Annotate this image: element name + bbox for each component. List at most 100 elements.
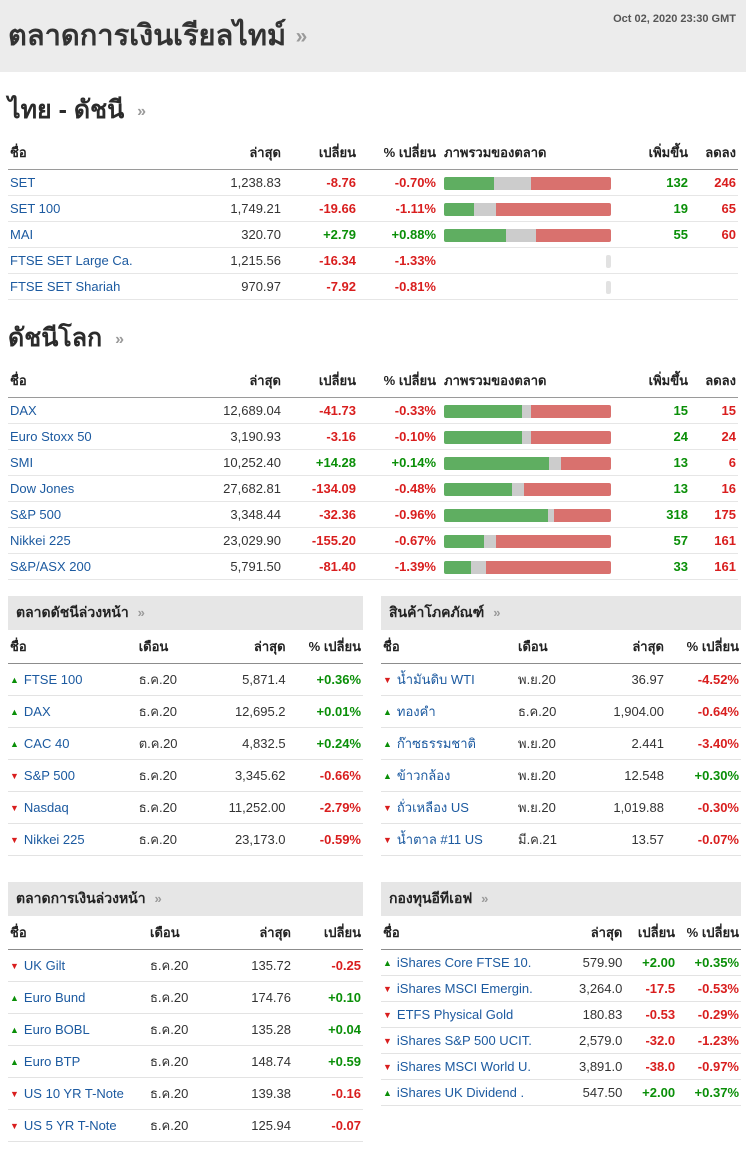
direction-arrow-icon: ▲: [383, 771, 392, 781]
index-futures-title-link[interactable]: ตลาดดัชนีล่วงหน้า: [16, 604, 129, 620]
direction-arrow-icon: ▼: [383, 803, 392, 813]
pct-change-value: -0.70%: [358, 169, 438, 196]
more-link-icon[interactable]: »: [481, 891, 489, 906]
instrument-link[interactable]: น้ำตาล #11 US: [396, 832, 483, 847]
table-row: ▲ Euro Bund ธ.ค.20 174.76 +0.10: [8, 981, 363, 1014]
direction-arrow-icon: ▼: [383, 1010, 392, 1020]
last-value: 320.70: [213, 221, 283, 248]
instrument-link[interactable]: S&P 500: [10, 507, 62, 522]
instrument-link[interactable]: US 5 YR T-Note: [23, 1118, 117, 1133]
last-value: 27,682.81: [213, 475, 283, 502]
more-link-icon[interactable]: »: [154, 891, 162, 906]
pct-change-value: -0.10%: [358, 423, 438, 450]
instrument-link[interactable]: S&P 500: [23, 768, 76, 783]
instrument-link[interactable]: ถั่วเหลือง US: [396, 800, 469, 815]
col-header-pct-change: % เปลี่ยน: [358, 136, 438, 170]
instrument-link[interactable]: iShares UK Dividend .: [396, 1085, 525, 1100]
col-header-decliners: ลดลง: [690, 136, 738, 170]
instrument-link[interactable]: MAI: [10, 227, 34, 242]
instrument-link[interactable]: Euro BOBL: [23, 1022, 90, 1037]
instrument-link[interactable]: FTSE SET Shariah: [10, 279, 121, 294]
direction-arrow-icon: ▲: [10, 739, 19, 749]
direction-arrow-icon: ▲: [10, 1057, 19, 1067]
pct-change-value: +0.24%: [287, 727, 363, 760]
instrument-link[interactable]: iShares S&P 500 UCIT.: [396, 1033, 532, 1048]
table-row: ▼ S&P 500 ธ.ค.20 3,345.62 -0.66%: [8, 759, 363, 792]
etfs-title-link[interactable]: กองทุนอีทีเอฟ: [389, 890, 473, 906]
instrument-link[interactable]: ทองคำ: [396, 704, 436, 719]
table-row: ▼ ETFS Physical Gold 180.83 -0.53 -0.29%: [381, 1001, 741, 1028]
month-value: ธ.ค.20: [136, 663, 200, 696]
month-value: ธ.ค.20: [136, 759, 200, 792]
direction-arrow-icon: ▲: [383, 707, 392, 717]
last-value: 2.441: [578, 727, 666, 760]
world-indices-title-link[interactable]: ดัชนีโลก: [8, 324, 103, 352]
table-row: Nikkei 225 23,029.90 -155.20 -0.67% 57 1…: [8, 527, 738, 554]
instrument-link[interactable]: Nikkei 225: [23, 832, 85, 847]
table-row: ▲ CAC 40 ต.ค.20 4,832.5 +0.24%: [8, 727, 363, 760]
table-row: SMI 10,252.40 +14.28 +0.14% 13 6: [8, 449, 738, 476]
commodities-title-link[interactable]: สินค้าโภคภัณฑ์: [389, 604, 485, 620]
instrument-link[interactable]: iShares MSCI Emergin.: [396, 981, 533, 996]
instrument-link[interactable]: S&P/ASX 200: [10, 559, 91, 574]
instrument-link[interactable]: iShares Core FTSE 10.: [396, 955, 532, 970]
instrument-link[interactable]: SET: [10, 175, 36, 190]
month-value: มี.ค.21: [516, 823, 578, 856]
instrument-link[interactable]: Nikkei 225: [10, 533, 71, 548]
market-overview-bar: [444, 482, 611, 496]
table-row: ▼ Nasdaq ธ.ค.20 11,252.00 -2.79%: [8, 791, 363, 824]
col-header-pct-change: % เปลี่ยน: [358, 364, 438, 398]
table-row: ▲ iShares Core FTSE 10. 579.90 +2.00 +0.3…: [381, 949, 741, 976]
instrument-link[interactable]: iShares MSCI World U.: [396, 1059, 532, 1074]
instrument-link[interactable]: ข้าวกล้อง: [396, 768, 451, 783]
instrument-link[interactable]: UK Gilt: [23, 958, 66, 973]
month-value: ธ.ค.20: [136, 823, 200, 856]
instrument-link[interactable]: Euro Bund: [23, 990, 86, 1005]
instrument-link[interactable]: FTSE SET Large Ca.: [10, 253, 133, 268]
instrument-link[interactable]: Euro BTP: [23, 1054, 81, 1069]
instrument-link[interactable]: DAX: [23, 704, 51, 719]
instrument-link[interactable]: ก๊าซธรรมชาติ: [396, 736, 476, 751]
more-link-icon[interactable]: »: [295, 25, 308, 48]
month-value: ธ.ค.20: [148, 981, 210, 1014]
more-link-icon[interactable]: »: [137, 605, 145, 620]
advancers-count: 19: [630, 195, 690, 222]
more-link-icon[interactable]: »: [493, 605, 501, 620]
pct-change-value: -0.64%: [666, 695, 741, 728]
table-header-row: ชื่อ ล่าสุด เปลี่ยน % เปลี่ยน ภาพรวมของต…: [8, 136, 738, 170]
instrument-link[interactable]: Dow Jones: [10, 481, 75, 496]
month-value: ธ.ค.20: [136, 791, 200, 824]
instrument-link[interactable]: CAC 40: [23, 736, 70, 751]
market-overview-bar: [444, 404, 611, 418]
instrument-link[interactable]: US 10 YR T-Note: [23, 1086, 124, 1101]
table-row: ▲ Euro BTP ธ.ค.20 148.74 +0.59: [8, 1045, 363, 1078]
last-value: 23,173.0: [199, 823, 288, 856]
instrument-link[interactable]: SMI: [10, 455, 34, 470]
change-value: -16.34: [283, 247, 358, 274]
thai-indices-table: ชื่อ ล่าสุด เปลี่ยน % เปลี่ยน ภาพรวมของต…: [8, 136, 738, 300]
month-value: พ.ย.20: [516, 663, 578, 696]
direction-arrow-icon: ▼: [383, 1062, 392, 1072]
instrument-link[interactable]: FTSE 100: [23, 672, 83, 687]
more-link-icon[interactable]: »: [137, 103, 147, 120]
change-value: -134.09: [283, 475, 358, 502]
page-title[interactable]: ตลาดการเงินเรียลไทม์: [8, 20, 287, 52]
instrument-link[interactable]: DAX: [10, 403, 37, 418]
table-row: ▲ Euro BOBL ธ.ค.20 135.28 +0.04: [8, 1013, 363, 1046]
instrument-link[interactable]: Euro Stoxx 50: [10, 429, 92, 444]
col-header-pct-change: % เปลี่ยน: [287, 630, 363, 664]
instrument-link[interactable]: น้ำมันดิบ WTI: [396, 672, 475, 687]
instrument-link[interactable]: ETFS Physical Gold: [396, 1007, 514, 1022]
pct-change-value: -0.96%: [358, 501, 438, 528]
direction-arrow-icon: ▼: [10, 771, 19, 781]
instrument-link[interactable]: Nasdaq: [23, 800, 69, 815]
change-value: +0.59: [293, 1045, 363, 1078]
table-row: S&P 500 3,348.44 -32.36 -0.96% 318 175: [8, 501, 738, 528]
pct-change-value: -0.33%: [358, 397, 438, 424]
more-link-icon[interactable]: »: [115, 331, 125, 348]
thai-indices-title-link[interactable]: ไทย - ดัชนี: [8, 96, 125, 124]
financial-futures-title-link[interactable]: ตลาดการเงินล่วงหน้า: [16, 890, 146, 906]
table-row: ▲ ข้าวกล้อง พ.ย.20 12.548 +0.30%: [381, 759, 741, 792]
instrument-link[interactable]: SET 100: [10, 201, 61, 216]
last-value: 1,019.88: [578, 791, 666, 824]
